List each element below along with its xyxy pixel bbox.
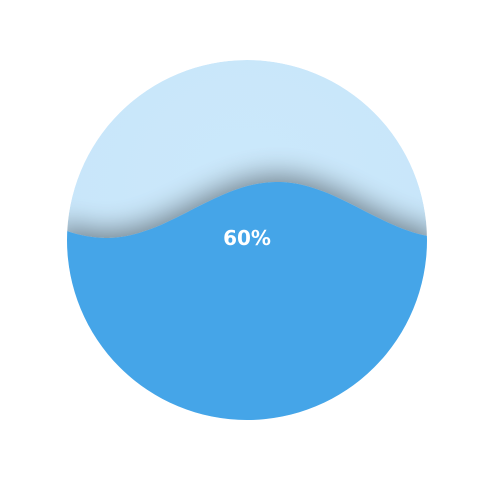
value-label: 60%: [223, 226, 271, 250]
liquid-wave: [67, 182, 427, 420]
chart-body: [67, 60, 427, 420]
